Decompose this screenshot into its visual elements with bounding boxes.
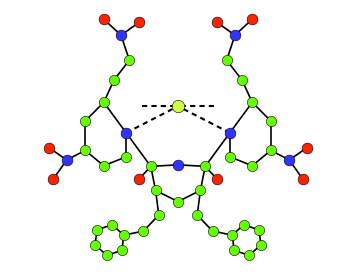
Point	[123, 154, 129, 159]
Point	[268, 119, 274, 123]
Point	[214, 177, 220, 181]
Point	[268, 148, 274, 153]
Point	[287, 158, 292, 162]
Point	[246, 253, 252, 258]
Point	[104, 253, 110, 258]
Point	[214, 20, 220, 24]
Point	[230, 233, 235, 237]
Point	[121, 233, 126, 237]
Point	[194, 213, 200, 217]
Point	[111, 78, 117, 82]
Point	[136, 20, 142, 24]
Point	[118, 33, 124, 37]
Point	[82, 119, 88, 123]
Point	[250, 163, 255, 168]
Point	[202, 164, 208, 169]
Point	[300, 177, 306, 181]
Point	[156, 213, 162, 217]
Point	[231, 248, 237, 252]
Point	[126, 58, 132, 62]
Point	[210, 229, 215, 233]
Point	[101, 17, 106, 21]
Point	[153, 188, 158, 193]
Point	[123, 131, 129, 135]
Point	[110, 222, 115, 227]
Point	[136, 177, 142, 181]
Point	[92, 243, 98, 247]
Point	[119, 248, 125, 252]
Point	[47, 146, 52, 150]
Point	[256, 228, 262, 232]
Point	[64, 158, 69, 162]
Point	[304, 146, 309, 150]
Point	[94, 228, 100, 232]
Point	[227, 131, 233, 135]
Point	[232, 33, 238, 37]
Point	[101, 163, 106, 168]
Point	[148, 164, 154, 169]
Point	[175, 104, 181, 109]
Point	[101, 100, 106, 104]
Point	[175, 199, 181, 204]
Point	[250, 100, 255, 104]
Point	[198, 188, 203, 193]
Point	[250, 17, 255, 21]
Point	[50, 177, 56, 181]
Point	[239, 78, 245, 82]
Point	[224, 58, 230, 62]
Point	[241, 222, 246, 227]
Point	[141, 229, 146, 233]
Point	[258, 243, 264, 247]
Point	[82, 148, 88, 153]
Point	[227, 154, 233, 159]
Point	[175, 163, 181, 167]
